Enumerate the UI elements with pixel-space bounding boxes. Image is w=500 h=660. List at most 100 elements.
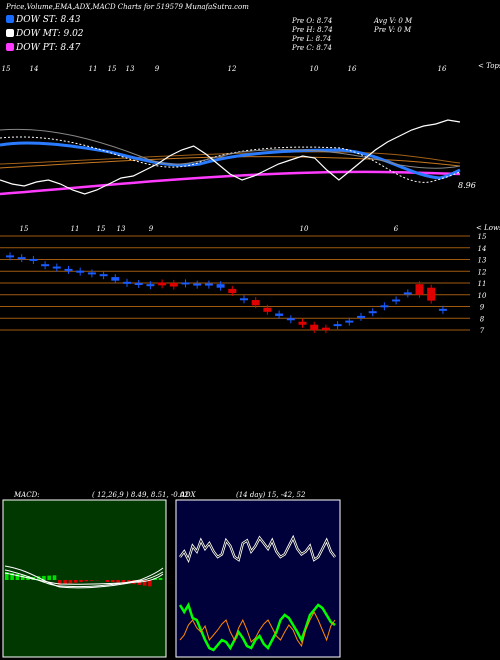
ema-orange-line: [0, 156, 461, 169]
lows-tag: < Lows: [476, 224, 500, 232]
candle-body: [41, 264, 50, 267]
macd-histogram-bar: [79, 580, 83, 582]
lows-date-label: 11: [71, 225, 80, 233]
candle-body: [17, 257, 26, 260]
dow-mt-label: DOW MT: 9.02: [6, 29, 84, 39]
macd-histogram-bar: [116, 580, 120, 583]
candle-body: [99, 274, 108, 277]
top-date-label: 16: [348, 65, 357, 73]
candle-body: [321, 327, 330, 330]
ema-blue-line: [0, 141, 461, 180]
tops-tag: < Tops: [478, 62, 500, 70]
ema-gray-line: [0, 128, 461, 169]
pre-close: Pre C: 8.74: [292, 44, 332, 52]
dow-pt-swatch: [6, 43, 14, 51]
candle-body: [228, 288, 237, 293]
candle-body: [134, 283, 143, 285]
adx-line-core: [179, 536, 336, 561]
macd-histogram-bar: [10, 573, 14, 580]
macd-histogram-bar: [52, 575, 57, 580]
candle-body: [403, 292, 412, 295]
adx-params: (14 day) 15, -42, 52: [236, 491, 306, 499]
macd-histogram-bar: [84, 580, 89, 582]
macd-histogram-bar: [47, 575, 51, 580]
price-line: [0, 119, 461, 195]
candle-body: [415, 284, 424, 295]
candle-body: [111, 277, 120, 281]
candle-body: [275, 313, 284, 316]
dow-pt-label: DOW PT: 8.47: [6, 43, 80, 53]
pre-low: Pre L: 8.74: [292, 35, 332, 43]
price-tick-label: 10: [478, 292, 487, 300]
lows-date-label: 6: [394, 225, 399, 233]
candle-body: [52, 266, 61, 269]
candle-body: [193, 283, 202, 286]
last-value-label: 8.96: [458, 181, 476, 190]
dow-mt-swatch: [6, 29, 14, 37]
top-date-label: 13: [126, 65, 135, 73]
top-date-label: 11: [89, 65, 98, 73]
candle-body: [333, 324, 342, 327]
price-tick-label: 13: [478, 257, 487, 265]
candle-body: [29, 258, 38, 261]
candle-body: [357, 315, 365, 318]
macd-histogram-bar: [142, 580, 147, 586]
price-tick-label: 12: [478, 268, 487, 276]
avg-volume: Avg V: 0 M: [374, 17, 413, 25]
candle-body: [345, 320, 354, 323]
macd-params: ( 12,26,9 ) 8.49, 8.51, -0.02: [92, 491, 189, 499]
dow-st-swatch: [6, 15, 14, 23]
candle-body: [380, 305, 389, 308]
candle-body: [87, 272, 96, 275]
top-date-label: 15: [2, 65, 11, 73]
candle-body: [251, 300, 260, 306]
pre-volume: Pre V: 0 M: [374, 26, 412, 34]
lows-date-label: 15: [20, 225, 29, 233]
price-tick-label: 7: [480, 327, 485, 335]
chart-title: Price,Volume,EMA,ADX,MACD Charts for 519…: [6, 3, 249, 11]
candle-body: [76, 270, 85, 273]
macd-signal-line: [4, 565, 164, 589]
macd-histogram-bar: [158, 578, 163, 580]
candle-body: [123, 281, 131, 284]
ema-long-line: [0, 170, 461, 196]
macd-histogram-bar: [148, 580, 152, 587]
candle-body: [368, 311, 377, 314]
macd-histogram-bar: [63, 580, 67, 585]
dow-st-label: DOW ST: 8.43: [6, 15, 81, 25]
candle-body: [204, 283, 213, 286]
price-tick-label: 11: [478, 280, 487, 288]
candle-body: [298, 321, 307, 325]
candle-body: [181, 282, 190, 285]
macd-histogram-bar: [58, 580, 62, 585]
macd-histogram-bar: [68, 580, 73, 584]
candle-body: [216, 284, 225, 288]
lows-date-label: 9: [149, 225, 154, 233]
candle-body: [286, 318, 295, 321]
candle-body: [310, 324, 319, 330]
lows-date-label: 13: [117, 225, 126, 233]
ema-dotted-line: [0, 136, 461, 183]
macd-label: MACD:: [14, 491, 40, 499]
adx-minus-di-line: [179, 610, 336, 648]
lows-date-label: 10: [300, 225, 309, 233]
candle-body: [6, 255, 14, 258]
adx-panel: [175, 499, 341, 658]
price-tick-label: 15: [478, 233, 487, 241]
candle-body: [146, 284, 155, 287]
candle-body: [438, 308, 447, 311]
top-date-label: 12: [228, 65, 237, 73]
candle-body: [169, 283, 178, 287]
candle-body: [158, 282, 167, 286]
macd-histogram-bar: [121, 580, 126, 583]
price-tick-label: 9: [480, 304, 485, 312]
macd-histogram-bar: [5, 572, 9, 580]
price-tick-label: 14: [478, 245, 487, 253]
macd-histogram-bar: [73, 580, 78, 583]
candle-body: [240, 298, 248, 301]
top-date-label: 14: [30, 65, 39, 73]
top-date-label: 9: [155, 65, 160, 73]
top-date-label: 15: [108, 65, 117, 73]
